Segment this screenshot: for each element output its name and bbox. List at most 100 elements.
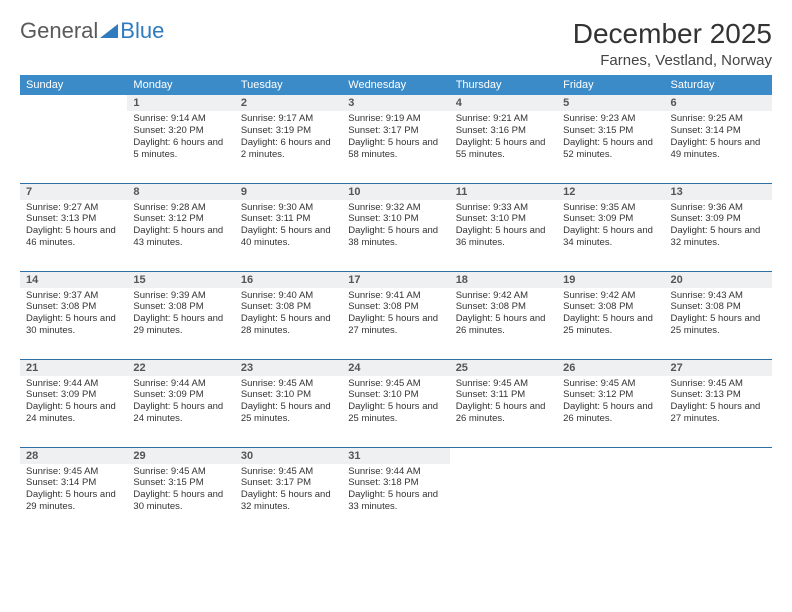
sunset-text: Sunset: 3:15 PM xyxy=(563,125,658,137)
sunrise-text: Sunrise: 9:21 AM xyxy=(456,113,551,125)
sunrise-text: Sunrise: 9:35 AM xyxy=(563,202,658,214)
sunrise-text: Sunrise: 9:28 AM xyxy=(133,202,228,214)
day-number: 11 xyxy=(450,184,557,200)
sunrise-text: Sunrise: 9:41 AM xyxy=(348,290,443,302)
daylight-text: Daylight: 6 hours and 5 minutes. xyxy=(133,137,228,161)
calendar-day-cell: 19Sunrise: 9:42 AMSunset: 3:08 PMDayligh… xyxy=(557,271,664,359)
calendar-day-cell: 3Sunrise: 9:19 AMSunset: 3:17 PMDaylight… xyxy=(342,95,449,183)
weekday-header: Friday xyxy=(557,75,664,95)
day-number: 27 xyxy=(665,360,772,376)
sunset-text: Sunset: 3:11 PM xyxy=(456,389,551,401)
sunset-text: Sunset: 3:16 PM xyxy=(456,125,551,137)
calendar-day-cell: 7Sunrise: 9:27 AMSunset: 3:13 PMDaylight… xyxy=(20,183,127,271)
day-number: 15 xyxy=(127,272,234,288)
day-number: 1 xyxy=(127,95,234,111)
logo-text-general: General xyxy=(20,18,98,44)
daylight-text: Daylight: 6 hours and 2 minutes. xyxy=(241,137,336,161)
daylight-text: Daylight: 5 hours and 52 minutes. xyxy=(563,137,658,161)
daylight-text: Daylight: 5 hours and 25 minutes. xyxy=(241,401,336,425)
daylight-text: Daylight: 5 hours and 36 minutes. xyxy=(456,225,551,249)
sunset-text: Sunset: 3:18 PM xyxy=(348,477,443,489)
sunrise-text: Sunrise: 9:25 AM xyxy=(671,113,766,125)
day-entries: Sunrise: 9:43 AMSunset: 3:08 PMDaylight:… xyxy=(665,288,772,342)
sunrise-text: Sunrise: 9:19 AM xyxy=(348,113,443,125)
calendar-table: Sunday Monday Tuesday Wednesday Thursday… xyxy=(20,75,772,535)
daylight-text: Daylight: 5 hours and 29 minutes. xyxy=(26,489,121,513)
sunrise-text: Sunrise: 9:43 AM xyxy=(671,290,766,302)
calendar-day-cell: 26Sunrise: 9:45 AMSunset: 3:12 PMDayligh… xyxy=(557,359,664,447)
title-block: December 2025 Farnes, Vestland, Norway xyxy=(573,18,772,69)
sunrise-text: Sunrise: 9:40 AM xyxy=(241,290,336,302)
day-entries: Sunrise: 9:14 AMSunset: 3:20 PMDaylight:… xyxy=(127,111,234,165)
sunrise-text: Sunrise: 9:30 AM xyxy=(241,202,336,214)
daylight-text: Daylight: 5 hours and 55 minutes. xyxy=(456,137,551,161)
calendar-day-cell: 29Sunrise: 9:45 AMSunset: 3:15 PMDayligh… xyxy=(127,447,234,535)
calendar-day-cell: 14Sunrise: 9:37 AMSunset: 3:08 PMDayligh… xyxy=(20,271,127,359)
day-entries: Sunrise: 9:30 AMSunset: 3:11 PMDaylight:… xyxy=(235,200,342,254)
sunrise-text: Sunrise: 9:44 AM xyxy=(348,466,443,478)
daylight-text: Daylight: 5 hours and 34 minutes. xyxy=(563,225,658,249)
sunrise-text: Sunrise: 9:37 AM xyxy=(26,290,121,302)
day-entries: Sunrise: 9:33 AMSunset: 3:10 PMDaylight:… xyxy=(450,200,557,254)
daylight-text: Daylight: 5 hours and 26 minutes. xyxy=(456,401,551,425)
sunrise-text: Sunrise: 9:39 AM xyxy=(133,290,228,302)
day-number: 6 xyxy=(665,95,772,111)
sunset-text: Sunset: 3:14 PM xyxy=(671,125,766,137)
daylight-text: Daylight: 5 hours and 40 minutes. xyxy=(241,225,336,249)
daylight-text: Daylight: 5 hours and 43 minutes. xyxy=(133,225,228,249)
sunrise-text: Sunrise: 9:27 AM xyxy=(26,202,121,214)
day-entries: Sunrise: 9:45 AMSunset: 3:11 PMDaylight:… xyxy=(450,376,557,430)
day-entries: Sunrise: 9:45 AMSunset: 3:14 PMDaylight:… xyxy=(20,464,127,518)
calendar-week-row: 28Sunrise: 9:45 AMSunset: 3:14 PMDayligh… xyxy=(20,447,772,535)
sunset-text: Sunset: 3:10 PM xyxy=(348,389,443,401)
day-number: 21 xyxy=(20,360,127,376)
daylight-text: Daylight: 5 hours and 26 minutes. xyxy=(563,401,658,425)
day-number: 5 xyxy=(557,95,664,111)
calendar-week-row: 14Sunrise: 9:37 AMSunset: 3:08 PMDayligh… xyxy=(20,271,772,359)
sunset-text: Sunset: 3:12 PM xyxy=(563,389,658,401)
sunrise-text: Sunrise: 9:45 AM xyxy=(133,466,228,478)
day-entries: Sunrise: 9:45 AMSunset: 3:15 PMDaylight:… xyxy=(127,464,234,518)
calendar-day-cell: 23Sunrise: 9:45 AMSunset: 3:10 PMDayligh… xyxy=(235,359,342,447)
calendar-day-cell: 9Sunrise: 9:30 AMSunset: 3:11 PMDaylight… xyxy=(235,183,342,271)
calendar-day-cell: 12Sunrise: 9:35 AMSunset: 3:09 PMDayligh… xyxy=(557,183,664,271)
sunset-text: Sunset: 3:10 PM xyxy=(456,213,551,225)
calendar-day-cell: 5Sunrise: 9:23 AMSunset: 3:15 PMDaylight… xyxy=(557,95,664,183)
weekday-header: Monday xyxy=(127,75,234,95)
calendar-week-row: 7Sunrise: 9:27 AMSunset: 3:13 PMDaylight… xyxy=(20,183,772,271)
sunset-text: Sunset: 3:09 PM xyxy=(671,213,766,225)
day-entries: Sunrise: 9:39 AMSunset: 3:08 PMDaylight:… xyxy=(127,288,234,342)
sunset-text: Sunset: 3:08 PM xyxy=(456,301,551,313)
day-entries: Sunrise: 9:35 AMSunset: 3:09 PMDaylight:… xyxy=(557,200,664,254)
daylight-text: Daylight: 5 hours and 29 minutes. xyxy=(133,313,228,337)
calendar-day-cell: 17Sunrise: 9:41 AMSunset: 3:08 PMDayligh… xyxy=(342,271,449,359)
day-entries: Sunrise: 9:25 AMSunset: 3:14 PMDaylight:… xyxy=(665,111,772,165)
daylight-text: Daylight: 5 hours and 33 minutes. xyxy=(348,489,443,513)
calendar-day-cell: 27Sunrise: 9:45 AMSunset: 3:13 PMDayligh… xyxy=(665,359,772,447)
day-number: 7 xyxy=(20,184,127,200)
day-number: 9 xyxy=(235,184,342,200)
sunset-text: Sunset: 3:15 PM xyxy=(133,477,228,489)
day-entries: Sunrise: 9:44 AMSunset: 3:09 PMDaylight:… xyxy=(127,376,234,430)
calendar-day-cell xyxy=(450,447,557,535)
day-entries: Sunrise: 9:17 AMSunset: 3:19 PMDaylight:… xyxy=(235,111,342,165)
daylight-text: Daylight: 5 hours and 27 minutes. xyxy=(348,313,443,337)
calendar-week-row: 21Sunrise: 9:44 AMSunset: 3:09 PMDayligh… xyxy=(20,359,772,447)
daylight-text: Daylight: 5 hours and 46 minutes. xyxy=(26,225,121,249)
sunset-text: Sunset: 3:09 PM xyxy=(133,389,228,401)
daylight-text: Daylight: 5 hours and 27 minutes. xyxy=(671,401,766,425)
day-entries: Sunrise: 9:44 AMSunset: 3:09 PMDaylight:… xyxy=(20,376,127,430)
day-number: 18 xyxy=(450,272,557,288)
day-entries: Sunrise: 9:45 AMSunset: 3:10 PMDaylight:… xyxy=(235,376,342,430)
calendar-day-cell: 15Sunrise: 9:39 AMSunset: 3:08 PMDayligh… xyxy=(127,271,234,359)
sunrise-text: Sunrise: 9:42 AM xyxy=(563,290,658,302)
header: General Blue December 2025 Farnes, Vestl… xyxy=(20,18,772,69)
location-label: Farnes, Vestland, Norway xyxy=(573,52,772,69)
sunset-text: Sunset: 3:19 PM xyxy=(241,125,336,137)
day-entries: Sunrise: 9:40 AMSunset: 3:08 PMDaylight:… xyxy=(235,288,342,342)
sunset-text: Sunset: 3:08 PM xyxy=(348,301,443,313)
day-number: 23 xyxy=(235,360,342,376)
daylight-text: Daylight: 5 hours and 25 minutes. xyxy=(563,313,658,337)
daylight-text: Daylight: 5 hours and 32 minutes. xyxy=(241,489,336,513)
calendar-day-cell: 18Sunrise: 9:42 AMSunset: 3:08 PMDayligh… xyxy=(450,271,557,359)
